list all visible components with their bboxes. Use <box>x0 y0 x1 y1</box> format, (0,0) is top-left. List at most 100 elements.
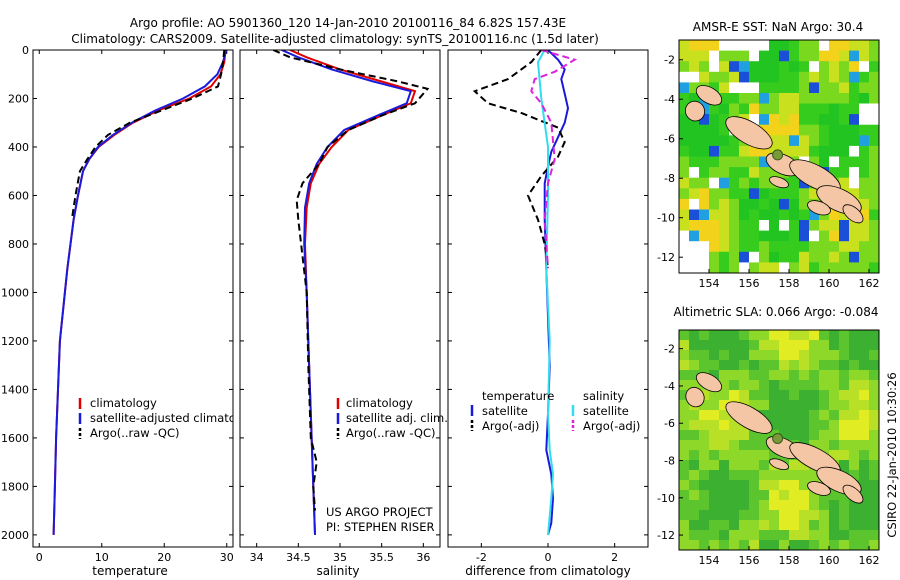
map-y-tick-label: -4 <box>664 380 675 393</box>
map-cell <box>839 370 850 381</box>
map-cell <box>699 198 710 211</box>
legend-label-sal-argo: Argo(-adj) <box>583 419 640 433</box>
map-cell <box>699 540 710 550</box>
map-cell <box>869 470 879 481</box>
map-cell <box>759 360 770 371</box>
map-cell <box>839 380 850 391</box>
map-cell <box>759 530 770 541</box>
map-cell <box>729 198 740 211</box>
map-cell <box>799 490 810 501</box>
map-cell <box>849 40 860 52</box>
map-cell <box>739 145 750 158</box>
map-cell <box>789 460 800 471</box>
map-cell <box>829 50 840 62</box>
x-tick-label: 34.5 <box>286 551 311 564</box>
map-cell <box>779 350 790 361</box>
legend-label-sal-satellite: satellite <box>583 404 629 418</box>
map-cell <box>729 430 740 441</box>
map-cell <box>749 440 760 451</box>
map-cell <box>739 440 750 451</box>
map-cell <box>739 360 750 371</box>
map-cell <box>719 380 730 391</box>
map-cell <box>759 93 770 105</box>
map-cell <box>829 440 840 451</box>
map-cell <box>849 430 860 441</box>
map-cell <box>839 40 850 52</box>
map-x-tick-label: 160 <box>819 554 840 567</box>
map-cell <box>799 500 810 511</box>
map-cell <box>709 340 720 351</box>
map-cell <box>689 410 700 421</box>
map-cell <box>779 40 790 52</box>
map-cell <box>689 430 700 441</box>
y-tick-label: 200 <box>8 92 29 105</box>
map-cell <box>729 93 740 105</box>
map-cell <box>689 350 700 361</box>
map-cell <box>809 350 820 361</box>
island <box>807 200 831 216</box>
map-cell <box>679 380 690 391</box>
map-cell <box>849 540 860 550</box>
map-cell <box>689 490 700 501</box>
map-cell <box>839 114 850 126</box>
map-cell <box>779 230 790 242</box>
map-cell <box>859 82 870 94</box>
map-cell <box>829 82 840 94</box>
map-cell <box>699 360 710 371</box>
map-cell <box>809 440 820 451</box>
map-cell <box>769 370 780 381</box>
map-cell <box>729 61 740 73</box>
map-cell <box>769 390 780 401</box>
map-cell <box>739 156 750 168</box>
map-cell <box>789 430 800 441</box>
map-y-tick-label: -12 <box>657 529 675 542</box>
map-cell <box>809 540 820 550</box>
map-cell <box>699 400 710 411</box>
map-cell <box>739 167 750 179</box>
map-cell <box>789 330 800 341</box>
map-cell <box>819 350 830 361</box>
map-cell <box>699 390 710 401</box>
map-cell <box>719 400 730 411</box>
map-cell <box>799 230 810 242</box>
map-cell <box>759 262 770 273</box>
map-cell <box>719 114 730 126</box>
map-x-tick-label: 162 <box>859 277 880 290</box>
map-cell <box>789 209 800 221</box>
map-cell <box>749 198 760 211</box>
map-cell <box>759 241 770 253</box>
map-cell <box>799 420 810 431</box>
map-cell <box>759 114 770 126</box>
map-cell <box>839 262 850 273</box>
map-cell <box>769 103 780 115</box>
map-cell <box>699 420 710 431</box>
map-cell <box>849 135 860 147</box>
map-cell <box>769 71 780 83</box>
map-cell <box>779 340 790 351</box>
map-cell <box>859 410 870 421</box>
map-x-tick-label: 154 <box>699 277 720 290</box>
map-cell <box>869 380 879 391</box>
map-cell <box>759 370 770 381</box>
map-cell <box>869 230 879 242</box>
map-cell <box>859 198 870 211</box>
map-cell <box>709 135 720 147</box>
series-salinity-satellite <box>281 50 413 535</box>
island <box>842 484 864 504</box>
legend-label-satellite: satellite adj. clim. <box>346 411 448 425</box>
map-cell <box>739 71 750 83</box>
map-cell <box>779 400 790 411</box>
map-cell <box>719 50 730 62</box>
map-x-tick-label: 156 <box>739 554 760 567</box>
map-cell <box>679 103 690 115</box>
map-cell <box>679 40 690 52</box>
map-cell <box>849 420 860 431</box>
series-diff-salinity-satellite <box>536 50 555 535</box>
map-cell <box>689 50 700 62</box>
map-cell <box>819 500 830 511</box>
map-cell <box>729 209 740 221</box>
map-cell <box>829 380 840 391</box>
map-cell <box>719 330 730 341</box>
map-cell <box>829 540 840 550</box>
map-cell <box>779 188 790 200</box>
